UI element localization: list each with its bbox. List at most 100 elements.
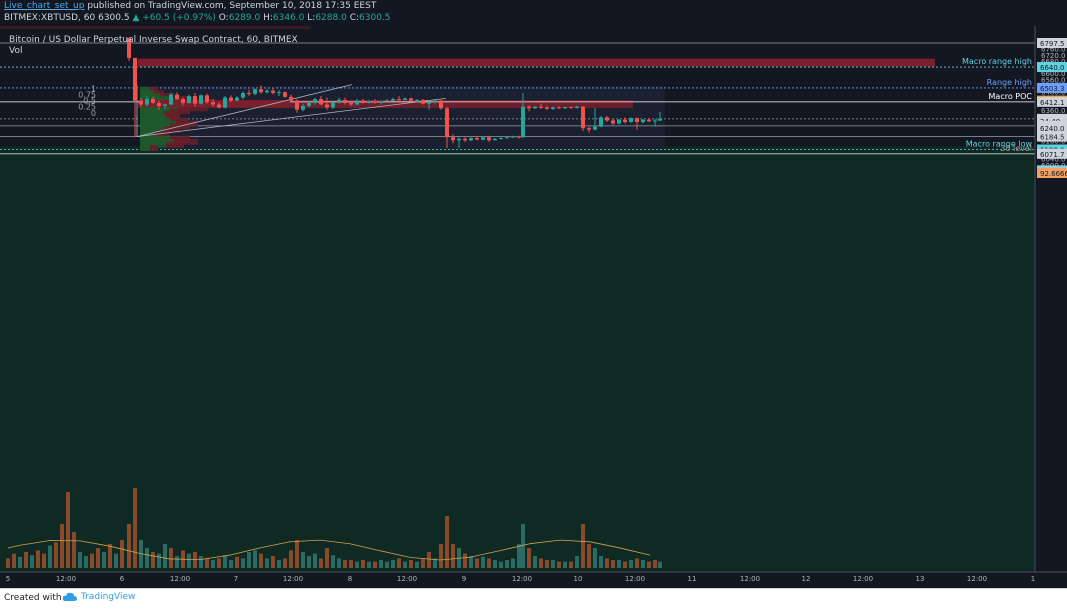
candle-body: [265, 90, 269, 93]
candle-body: [409, 98, 413, 101]
price-label-box: [1037, 168, 1067, 178]
profile-down-bar: [154, 89, 164, 96]
top-red-strip: [0, 26, 310, 29]
price-chart[interactable]: Macro range high Range high Macro POC Macro…: [0, 26, 1067, 588]
profile-up-bar: [140, 86, 150, 93]
candle-body: [127, 38, 131, 58]
publish-info: published on TradingView.com, September …: [87, 1, 377, 11]
volume-bar: [487, 558, 491, 568]
volume-bar: [623, 561, 627, 568]
volume-bar: [493, 560, 497, 568]
poc-zone: [138, 100, 633, 109]
volume-bar: [517, 544, 521, 568]
volume-bar: [60, 524, 64, 568]
time-axis[interactable]: 5 12:00 6 12:00 7 12:00 8 12:00 9 12:00 10 12:00 11 1…: [0, 571, 1067, 588]
time-tick-label: 7: [234, 575, 238, 583]
price-label-text: 6412.1: [1040, 99, 1065, 107]
time-tick-label: 9: [462, 575, 466, 583]
price-axis[interactable]: 6797.56760.06720.06680.06640.06600.06560…: [1034, 26, 1067, 572]
macro-range-zone: [0, 146, 1035, 572]
candle-body: [469, 138, 473, 141]
volume-bar: [373, 561, 377, 568]
candle-body: [343, 99, 347, 103]
volume-bar: [343, 560, 347, 568]
tradingview-brand: TradingView: [81, 592, 136, 602]
candle-body: [641, 119, 645, 123]
candle-body: [271, 90, 275, 93]
volume-bar: [114, 553, 118, 568]
profile-down-bar: [164, 126, 180, 133]
candle-body: [445, 108, 449, 138]
volume-bar: [521, 524, 525, 568]
profile-down-bar: [170, 108, 190, 115]
candle-body: [511, 136, 515, 138]
volume-bar: [463, 553, 467, 568]
volume-bar: [439, 544, 443, 568]
candle-body: [653, 120, 657, 122]
candle-body: [367, 101, 371, 103]
candle-body: [563, 107, 567, 109]
candle-body: [635, 118, 639, 123]
volume-bar: [18, 556, 22, 568]
candle-body: [139, 100, 143, 105]
candle-body: [499, 138, 503, 140]
candle-body: [605, 117, 609, 121]
level-annotation: Macro range high: [962, 57, 1032, 66]
volume-legend: Vol: [9, 46, 22, 56]
candle-body: [337, 99, 341, 103]
candle-body: [301, 105, 305, 110]
price-label-text: 6640.0: [1040, 64, 1065, 72]
price-tick-label: 6560.0: [1041, 76, 1066, 84]
candle-body: [527, 106, 531, 109]
price-label-box: [1037, 148, 1067, 159]
volume-bar: [629, 560, 633, 568]
drawings-layer: Macro range high Range high Macro POC Macro…: [136, 57, 1033, 153]
chart-title: Bitcoin / US Dollar Perpetual Inverse Sw…: [9, 35, 298, 45]
fib-level-label: 0.75: [78, 91, 96, 100]
price-tick-label: 6680.0: [1041, 58, 1066, 66]
candle-body: [355, 100, 359, 105]
time-tick-label: 12: [802, 575, 811, 583]
candle-body: [319, 99, 323, 105]
level-annotation: Macro POC: [989, 92, 1033, 101]
volume-bar: [96, 548, 100, 568]
volume-bar: [48, 545, 52, 568]
volume-bar: [391, 560, 395, 568]
volume-bar: [133, 488, 137, 568]
volume-bar: [90, 553, 94, 568]
volume-bar: [54, 542, 58, 568]
candle-body: [277, 92, 281, 94]
volume-bar: [593, 548, 597, 568]
candle-body: [325, 104, 329, 108]
candle-body: [157, 102, 161, 106]
volume-bar: [307, 556, 311, 568]
candle-body: [187, 96, 191, 103]
profile-up-bar: [140, 126, 164, 133]
candle-body: [629, 118, 633, 123]
volume-bar: [24, 552, 28, 568]
profile-up-bar: [140, 111, 164, 118]
volume-bar: [469, 556, 473, 568]
time-tick-label: 5: [6, 575, 10, 583]
volume-bar: [169, 548, 173, 568]
candle-body: [151, 99, 155, 103]
profile-up-bar: [140, 120, 176, 127]
time-tick-label: 12:00: [170, 575, 190, 583]
price-label-box: [1037, 82, 1067, 93]
volume-bar: [331, 555, 335, 568]
author-link[interactable]: Live_chart_set_up: [4, 1, 85, 11]
volume-bar: [78, 552, 82, 568]
price-label-text: 6184.5: [1040, 134, 1065, 142]
candle-body: [259, 89, 263, 93]
volume-bar: [325, 548, 329, 568]
time-tick-label: 11: [688, 575, 697, 583]
candle-body: [361, 100, 365, 103]
tradingview-link[interactable]: TradingView: [62, 592, 135, 602]
volume-bar: [253, 550, 257, 568]
symbol-label: BITMEX:XBTUSD, 60: [4, 13, 96, 23]
candle-body: [427, 102, 431, 104]
time-tick-label: 6: [120, 575, 125, 583]
volume-bar: [151, 552, 155, 568]
candle-body: [235, 97, 239, 101]
candle-body: [593, 126, 597, 130]
